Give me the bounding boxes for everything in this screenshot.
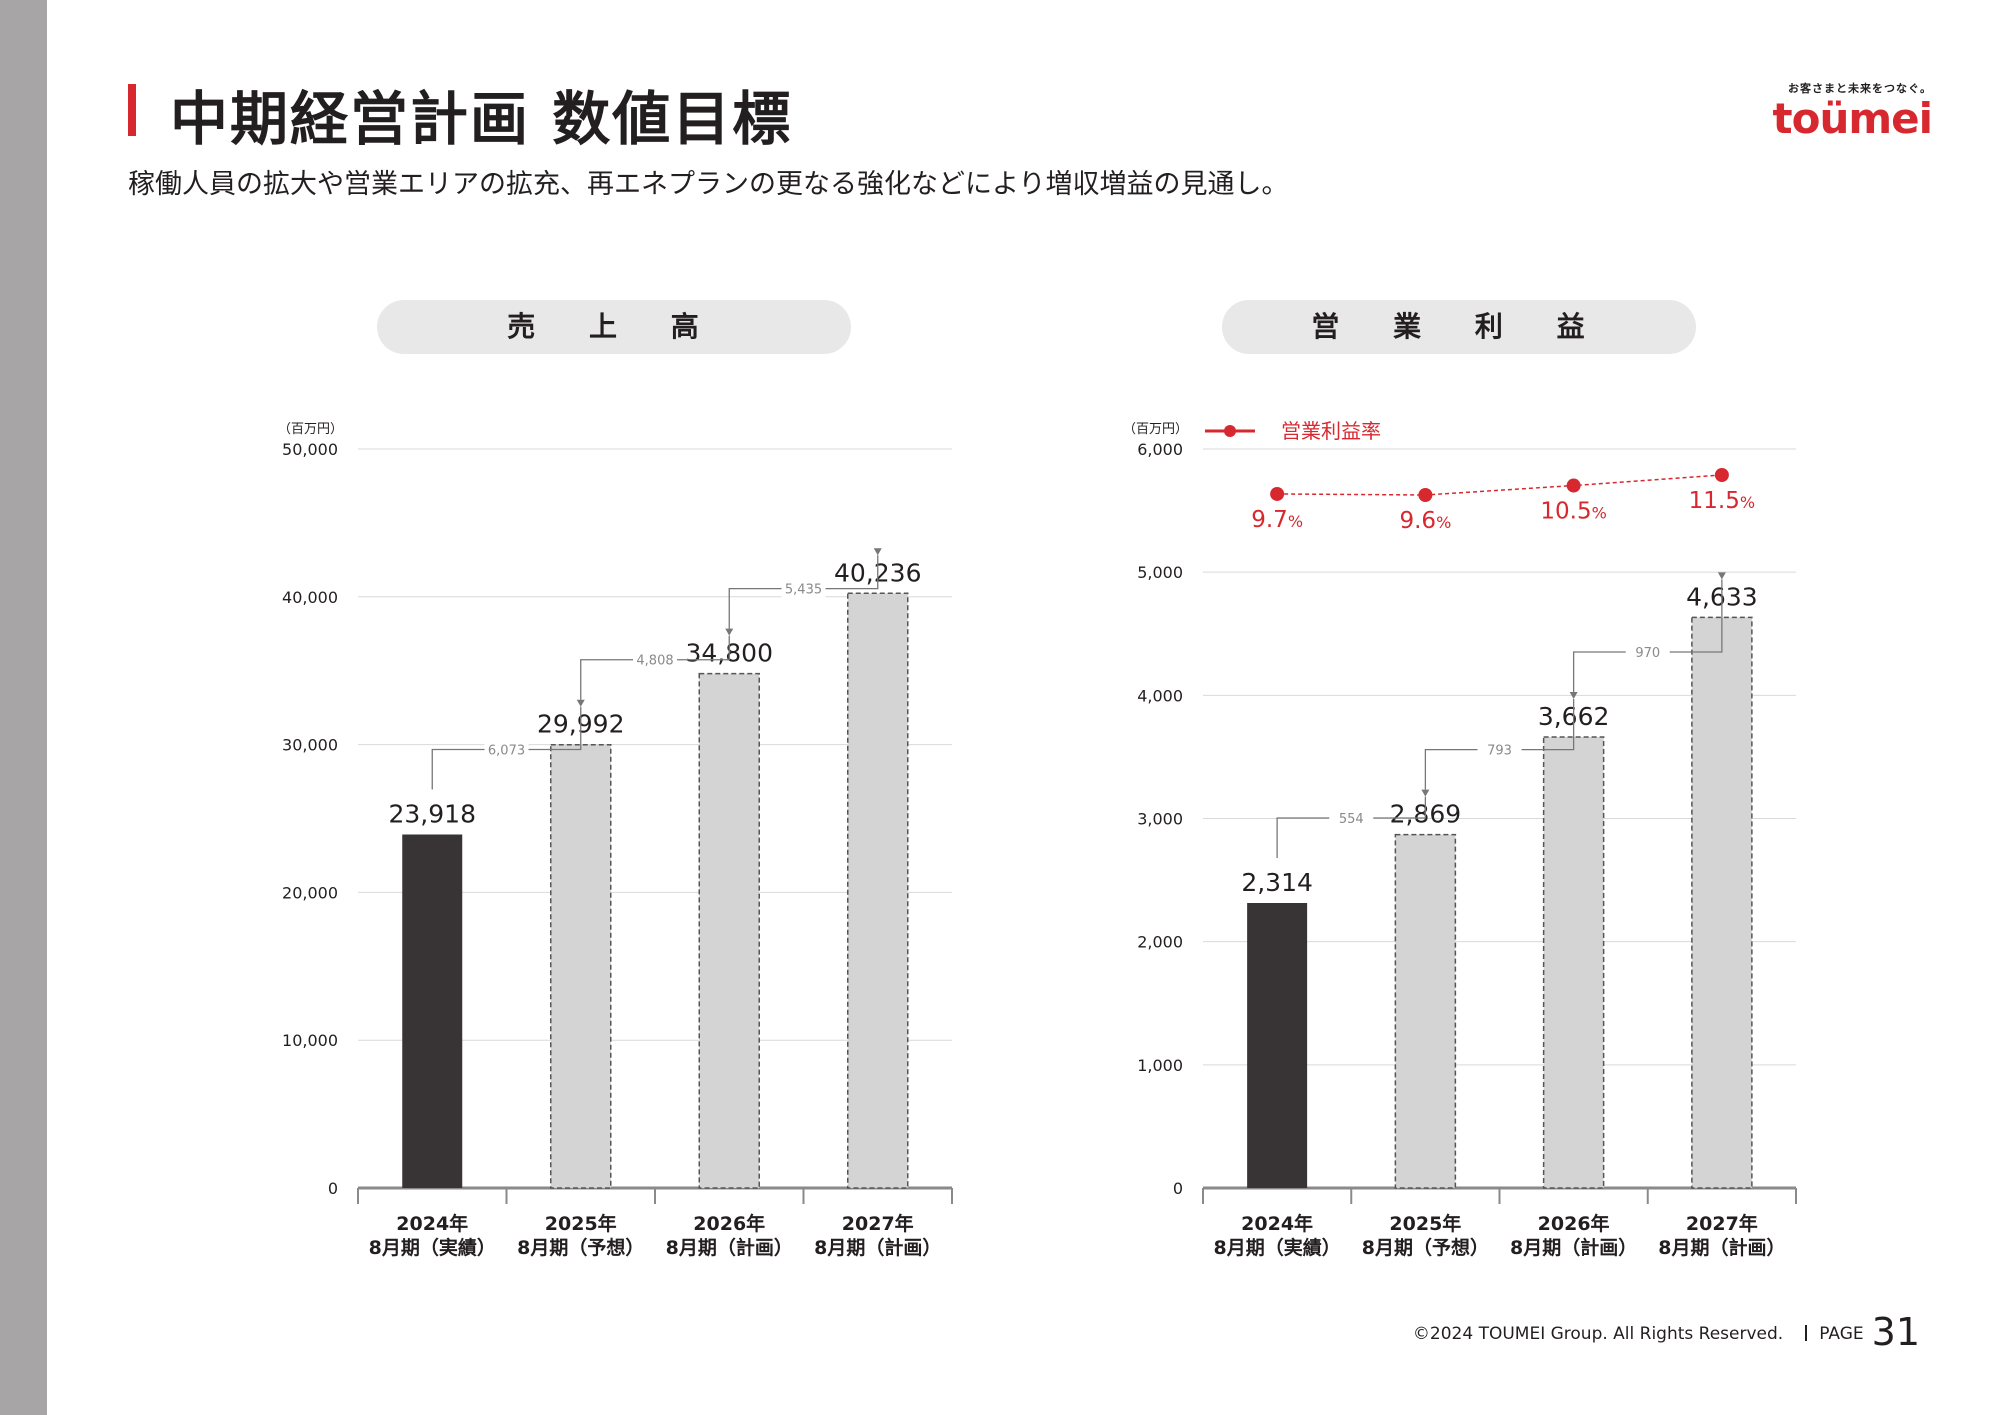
company-logo: お客さまと未来をつなぐ。 toümei xyxy=(1772,80,1933,143)
increment-label: 6,073 xyxy=(488,743,525,758)
increment-arrowhead xyxy=(725,628,734,636)
x-category-label-period: 8月期（計画） xyxy=(666,1236,793,1259)
x-category-label-year: 2025年 xyxy=(1389,1212,1461,1235)
increment-label: 4,808 xyxy=(636,654,673,669)
legend-marker xyxy=(1224,425,1236,437)
x-category-label-year: 2026年 xyxy=(1538,1212,1610,1235)
margin-value-label: 9.7% xyxy=(1251,507,1303,533)
margin-point xyxy=(1714,468,1729,482)
increment-arrowhead xyxy=(873,548,882,556)
page-number: 31 xyxy=(1871,1310,1920,1354)
margin-point xyxy=(1270,486,1285,501)
increment-label-bg xyxy=(633,650,677,669)
increment-label: 793 xyxy=(1487,744,1512,759)
y-tick-label: 6,000 xyxy=(1137,440,1183,459)
increment-label-bg xyxy=(781,579,826,598)
bar-plan xyxy=(698,672,760,1189)
bar-plan xyxy=(1394,833,1457,1189)
increment-arrowhead xyxy=(1569,691,1578,699)
y-tick-label: 5,000 xyxy=(1137,563,1183,582)
legend-label: 営業利益率 xyxy=(1281,419,1381,443)
increment-arrowhead xyxy=(576,699,585,707)
chart-title-operating-profit: 営 業 利 益 xyxy=(1222,300,1696,354)
y-tick-label: 40,000 xyxy=(282,588,338,607)
bar-plan xyxy=(1691,616,1753,1189)
increment-label-bg xyxy=(1625,642,1670,661)
page-label: PAGE xyxy=(1819,1324,1864,1344)
footer: ©2024 TOUMEI Group. All Rights Reserved.… xyxy=(1413,1310,1920,1354)
bar-actual xyxy=(1247,902,1308,1188)
x-category-label-year: 2024年 xyxy=(396,1212,468,1235)
x-category-label-year: 2024年 xyxy=(1241,1212,1313,1235)
page-subtitle: 稼働人員の拡大や営業エリアの拡充、再エネプランの更なる強化などにより増収増益の見… xyxy=(128,169,1289,200)
margin-point xyxy=(1566,478,1581,493)
x-category-label-period: 8月期（実績） xyxy=(1214,1236,1341,1259)
page-title: 中期経営計画 数値目標 xyxy=(170,85,793,153)
y-axis-unit-label: （百万円） xyxy=(278,422,343,437)
margin-point xyxy=(1418,488,1433,502)
x-category-label-period: 8月期（計画） xyxy=(1658,1236,1785,1259)
x-category-label-period: 8月期（予想） xyxy=(1362,1236,1489,1259)
margin-line xyxy=(1277,474,1722,496)
increment-label: 554 xyxy=(1339,812,1364,827)
y-tick-label: 0 xyxy=(328,1179,338,1198)
margin-value-label: 9.6% xyxy=(1399,508,1451,534)
bar-plan xyxy=(1542,736,1605,1189)
y-tick-label: 0 xyxy=(1173,1179,1183,1198)
y-tick-label: 10,000 xyxy=(282,1031,338,1050)
increment-label-bg xyxy=(1329,808,1374,827)
increment-label-bg xyxy=(1477,740,1522,759)
bar-value-label: 2,314 xyxy=(1241,868,1313,897)
x-category-label-year: 2025年 xyxy=(545,1212,617,1235)
side-band xyxy=(0,0,47,1415)
y-tick-label: 50,000 xyxy=(282,440,338,459)
y-tick-label: 1,000 xyxy=(1137,1056,1183,1075)
y-tick-label: 30,000 xyxy=(282,736,338,755)
y-tick-label: 2,000 xyxy=(1137,933,1183,952)
x-category-label-year: 2027年 xyxy=(1686,1212,1758,1235)
bar-actual xyxy=(402,834,463,1188)
margin-value-label: 10.5% xyxy=(1540,499,1606,525)
x-category-label-period: 8月期（計画） xyxy=(1510,1236,1637,1259)
y-axis-unit-label: （百万円） xyxy=(1123,422,1188,437)
title-accent-bar xyxy=(128,84,136,136)
copyright-text: ©2024 TOUMEI Group. All Rights Reserved. xyxy=(1412,1324,1784,1344)
chart-title-sales: 売 上 高 xyxy=(377,300,851,354)
footer-separator xyxy=(1805,1325,1808,1341)
x-category-label-year: 2026年 xyxy=(693,1212,765,1235)
y-tick-label: 3,000 xyxy=(1137,810,1183,829)
bar-value-label: 23,918 xyxy=(389,799,476,828)
increment-label-bg xyxy=(484,740,529,759)
logo-tagline: お客さまと未来をつなぐ。 xyxy=(1788,82,1932,95)
x-category-label-year: 2027年 xyxy=(842,1212,914,1235)
increment-arrowhead xyxy=(1717,572,1726,580)
x-category-label-period: 8月期（実績） xyxy=(369,1236,496,1259)
y-tick-label: 20,000 xyxy=(282,883,338,902)
bar-plan xyxy=(847,592,909,1189)
bar-plan xyxy=(550,743,612,1189)
x-category-label-period: 8月期（計画） xyxy=(814,1236,941,1259)
increment-label: 5,435 xyxy=(785,583,822,598)
y-tick-label: 4,000 xyxy=(1137,686,1183,705)
logo-wordmark: toümei xyxy=(1772,94,1933,143)
margin-value-label: 11.5% xyxy=(1689,488,1755,514)
x-category-label-period: 8月期（予想） xyxy=(517,1236,644,1259)
increment-arrowhead xyxy=(1421,789,1430,797)
increment-label: 970 xyxy=(1635,646,1660,661)
